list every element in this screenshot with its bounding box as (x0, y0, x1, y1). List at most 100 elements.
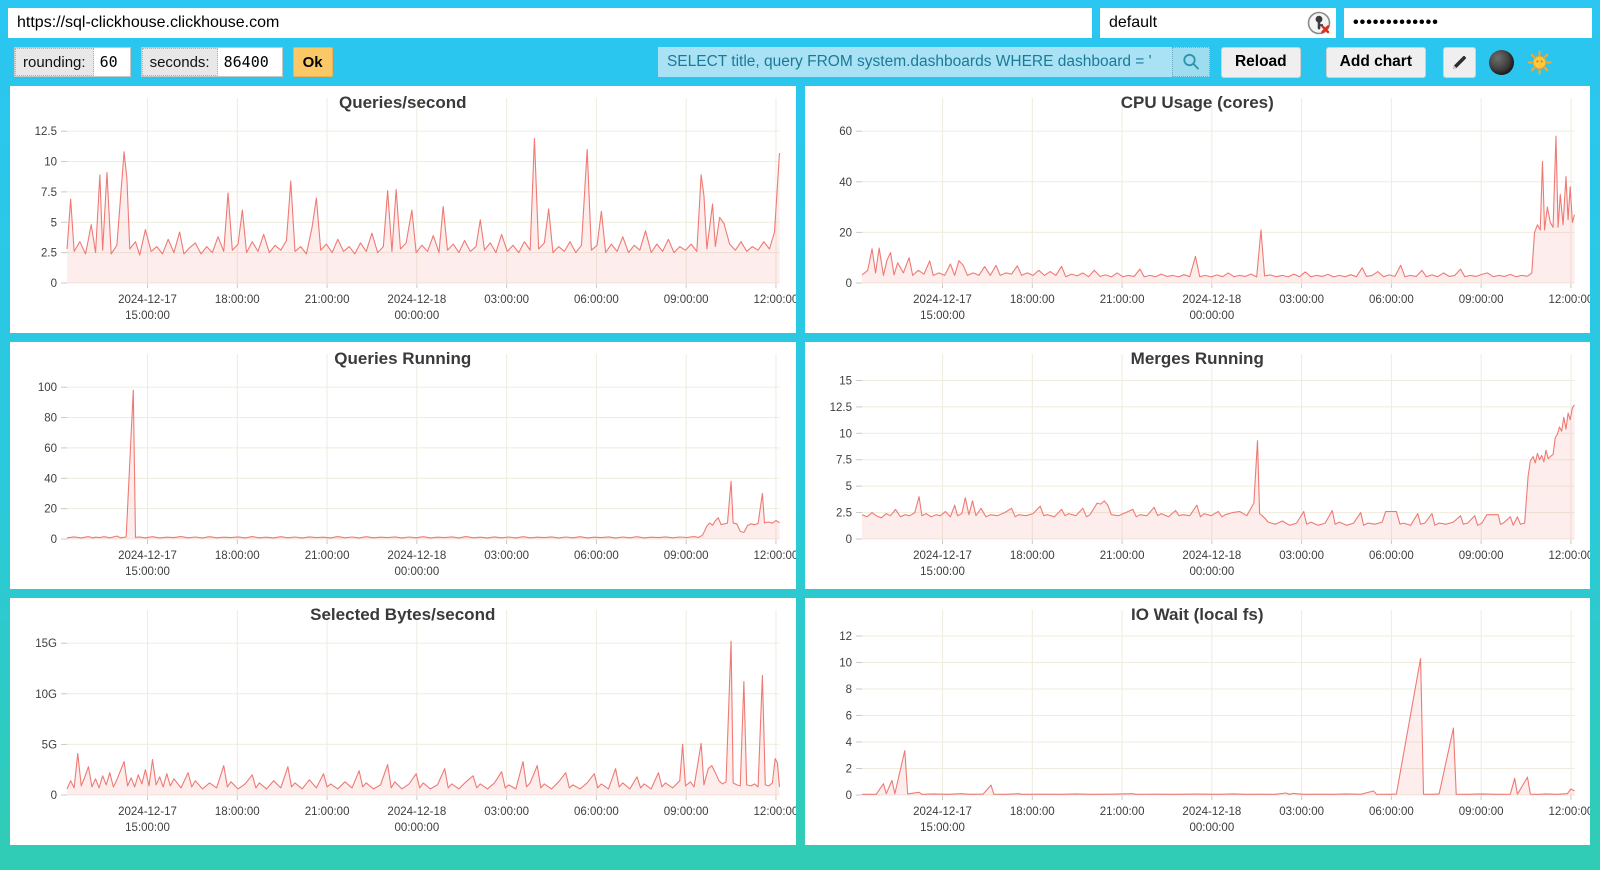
seconds-label: seconds: (141, 48, 218, 76)
svg-text:09:00:00: 09:00:00 (664, 806, 709, 818)
svg-text:0: 0 (51, 278, 57, 290)
svg-text:18:00:00: 18:00:00 (215, 550, 260, 562)
pencil-icon (1453, 55, 1467, 69)
ok-button[interactable]: Ok (292, 47, 333, 77)
rounding-control: rounding: (14, 47, 131, 77)
svg-text:21:00:00: 21:00:00 (305, 806, 350, 818)
svg-text:15:00:00: 15:00:00 (125, 566, 170, 578)
svg-text:40: 40 (44, 473, 57, 485)
svg-text:7.5: 7.5 (836, 455, 852, 467)
svg-text:12:00:00: 12:00:00 (1548, 550, 1590, 562)
svg-text:21:00:00: 21:00:00 (1099, 806, 1144, 818)
svg-text:18:00:00: 18:00:00 (215, 806, 260, 818)
chart-canvas-io-wait[interactable]: 2024-12-17 15:00:00 18:00:00 21:00:00 2024-1… (805, 598, 1591, 845)
rounding-label: rounding: (15, 48, 94, 76)
svg-text:60: 60 (44, 443, 57, 455)
svg-text:00:00:00: 00:00:00 (1189, 310, 1234, 322)
seconds-input[interactable] (217, 48, 282, 76)
rounding-input[interactable] (93, 48, 130, 76)
chart-canvas-merges-running[interactable]: 2024-12-17 15:00:00 18:00:00 21:00:00 2024-1… (805, 342, 1591, 589)
svg-text:2.5: 2.5 (836, 508, 852, 520)
svg-text:8: 8 (845, 684, 851, 696)
svg-text:2024-12-17: 2024-12-17 (913, 550, 972, 562)
svg-text:4: 4 (845, 737, 852, 749)
svg-text:10: 10 (839, 657, 852, 669)
sun-icon[interactable] (1527, 50, 1552, 75)
svg-text:18:00:00: 18:00:00 (1009, 806, 1054, 818)
dashboard-query-wrap (657, 47, 1210, 77)
svg-text:2024-12-18: 2024-12-18 (1182, 294, 1241, 306)
svg-text:0: 0 (845, 534, 851, 546)
svg-text:12: 12 (839, 631, 852, 643)
svg-text:00:00:00: 00:00:00 (394, 310, 439, 322)
chart-panel-selected-bytes: Selected Bytes/second 2024-12-17 15:00:00… (10, 598, 796, 845)
svg-text:0: 0 (51, 790, 57, 802)
svg-text:80: 80 (44, 413, 57, 425)
svg-text:18:00:00: 18:00:00 (1009, 550, 1054, 562)
svg-text:2024-12-18: 2024-12-18 (1182, 550, 1241, 562)
svg-text:2024-12-17: 2024-12-17 (118, 294, 177, 306)
svg-text:40: 40 (839, 177, 852, 189)
svg-text:10: 10 (44, 157, 57, 169)
reload-button[interactable]: Reload (1220, 46, 1301, 78)
svg-text:15:00:00: 15:00:00 (125, 822, 170, 834)
dashboard-query-input[interactable] (657, 47, 1172, 77)
svg-text:2: 2 (845, 763, 851, 775)
svg-text:10G: 10G (35, 689, 57, 701)
svg-text:00:00:00: 00:00:00 (394, 822, 439, 834)
svg-text:06:00:00: 06:00:00 (574, 806, 619, 818)
svg-text:06:00:00: 06:00:00 (1368, 294, 1413, 306)
svg-text:12:00:00: 12:00:00 (754, 806, 796, 818)
svg-text:20: 20 (839, 227, 852, 239)
svg-text:09:00:00: 09:00:00 (1458, 806, 1503, 818)
svg-text:2024-12-17: 2024-12-17 (913, 294, 972, 306)
svg-text:00:00:00: 00:00:00 (1189, 822, 1234, 834)
svg-text:12:00:00: 12:00:00 (1548, 806, 1590, 818)
chart-canvas-queries-per-second[interactable]: 2024-12-17 15:00:00 18:00:00 21:00:00 2024-1… (10, 86, 796, 333)
svg-text:15:00:00: 15:00:00 (125, 310, 170, 322)
svg-text:21:00:00: 21:00:00 (305, 294, 350, 306)
svg-text:21:00:00: 21:00:00 (1099, 294, 1144, 306)
svg-text:2024-12-18: 2024-12-18 (1182, 806, 1241, 818)
user-field-wrap (1100, 8, 1336, 38)
svg-text:2024-12-18: 2024-12-18 (387, 294, 446, 306)
seconds-control: seconds: (140, 47, 283, 77)
svg-text:03:00:00: 03:00:00 (1279, 806, 1324, 818)
svg-text:12.5: 12.5 (829, 402, 851, 414)
chart-canvas-queries-running[interactable]: 2024-12-17 15:00:00 18:00:00 21:00:00 2024-1… (10, 342, 796, 589)
svg-text:15:00:00: 15:00:00 (920, 822, 965, 834)
svg-text:00:00:00: 00:00:00 (1189, 566, 1234, 578)
svg-text:21:00:00: 21:00:00 (1099, 550, 1144, 562)
user-input[interactable] (1100, 8, 1336, 38)
svg-text:12.5: 12.5 (35, 126, 57, 138)
edit-queries-button[interactable] (1443, 46, 1476, 78)
chart-canvas-cpu-usage[interactable]: 2024-12-17 15:00:00 18:00:00 21:00:00 2024-1… (805, 86, 1591, 333)
svg-text:00:00:00: 00:00:00 (394, 566, 439, 578)
chart-panel-queries-per-second: Queries/second 2024-12-17 15:00:00 18:00:0… (10, 86, 796, 333)
svg-text:18:00:00: 18:00:00 (215, 294, 260, 306)
add-chart-button[interactable]: Add chart (1325, 46, 1426, 78)
svg-text:2024-12-17: 2024-12-17 (118, 806, 177, 818)
svg-text:03:00:00: 03:00:00 (1279, 294, 1324, 306)
moon-icon[interactable] (1489, 49, 1514, 75)
chart-canvas-selected-bytes[interactable]: 2024-12-17 15:00:00 18:00:00 21:00:00 2024-1… (10, 598, 796, 845)
chart-panel-io-wait: IO Wait (local fs) 2024-12-17 15:00:00 18:… (804, 598, 1591, 845)
svg-text:2024-12-17: 2024-12-17 (913, 806, 972, 818)
svg-text:20: 20 (44, 504, 57, 516)
svg-text:7.5: 7.5 (41, 187, 57, 199)
svg-text:03:00:00: 03:00:00 (1279, 550, 1324, 562)
connection-bar (0, 0, 1600, 38)
svg-text:06:00:00: 06:00:00 (1368, 806, 1413, 818)
svg-text:10: 10 (839, 428, 852, 440)
server-url-input[interactable] (8, 8, 1092, 38)
svg-text:0: 0 (845, 790, 851, 802)
run-query-button[interactable] (1171, 47, 1210, 77)
chart-panel-merges-running: Merges Running 2024-12-17 15:00:00 18:00:0… (804, 342, 1591, 589)
svg-text:12:00:00: 12:00:00 (754, 550, 796, 562)
svg-text:0: 0 (51, 534, 57, 546)
password-input[interactable] (1344, 8, 1592, 38)
svg-text:2024-12-18: 2024-12-18 (387, 550, 446, 562)
svg-text:5: 5 (51, 217, 57, 229)
svg-text:15:00:00: 15:00:00 (920, 310, 965, 322)
svg-text:03:00:00: 03:00:00 (484, 294, 529, 306)
